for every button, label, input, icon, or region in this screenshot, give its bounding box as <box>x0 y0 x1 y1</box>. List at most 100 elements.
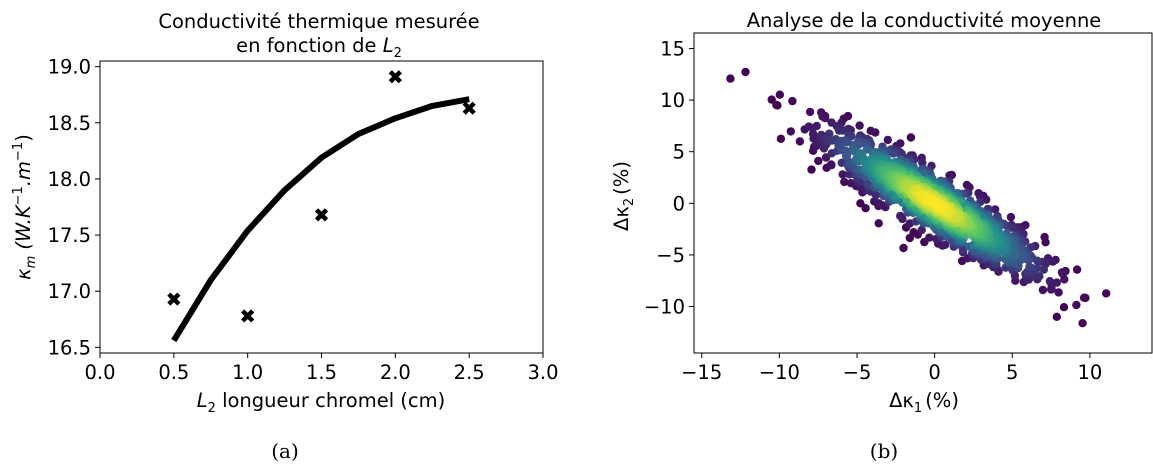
chart-b-ylabel: Δκ2(%) <box>610 161 637 231</box>
chart-b-point <box>741 67 750 77</box>
chart-b-point <box>906 133 916 142</box>
chart-b-point <box>1072 265 1082 274</box>
chart-b-point <box>775 90 784 99</box>
chart-b-plot-frame <box>693 32 1153 354</box>
chart-b-ytick-label: 15 <box>660 37 685 60</box>
chart-b-point <box>905 219 914 228</box>
chart-a-xtick-label: 0.0 <box>84 361 115 384</box>
chart-b-xtick-label: 0 <box>928 361 940 384</box>
chart-a-caption: (a) <box>271 439 299 463</box>
chart-b-point <box>1052 278 1062 287</box>
chart-b-point <box>991 205 1000 214</box>
chart-b-point <box>899 243 908 253</box>
chart-a-xtick-label: 3.0 <box>527 361 558 384</box>
chart-b-xlabel: Δκ1 (%) <box>889 389 959 416</box>
chart-b-point <box>1102 289 1111 298</box>
chart-b-point <box>814 156 823 166</box>
chart-b-point <box>871 190 881 200</box>
chart-b-point <box>842 151 852 160</box>
chart-b-point <box>930 198 939 207</box>
chart-b-point <box>812 121 821 131</box>
chart-b-point <box>726 74 735 83</box>
chart-b-point <box>824 129 834 139</box>
chart-b-xtick-label: 10 <box>1077 361 1102 384</box>
chart-b-point <box>896 211 905 221</box>
chart-b-point <box>795 137 805 146</box>
chart-a-ticks: 0.0 0.5 1.0 1.5 2.0 2.5 3.0 16.5 17.0 17.5 18.0 18.… <box>48 56 559 384</box>
chart-b-point <box>773 101 782 110</box>
chart-b-point <box>1035 272 1044 281</box>
chart-b-point <box>1041 238 1050 247</box>
chart-a-ylabel: κm(W.K−1.m−1) <box>11 134 39 280</box>
chart-b-point <box>856 199 865 208</box>
chart-a-title-line2: en fonction de L2 <box>236 34 402 61</box>
chart-b-point <box>807 165 816 174</box>
chart-a-ytick-label: 17.0 <box>48 280 91 303</box>
chart-b: Analyse de la conductivité moyenne −15 −1… <box>610 9 1153 463</box>
chart-b-point <box>788 96 797 106</box>
chart-b-point <box>1078 319 1087 328</box>
chart-a-fit-line <box>171 96 470 343</box>
chart-b-ytick-label: −5 <box>656 244 685 267</box>
chart-a-ytick-label: 16.5 <box>48 336 91 359</box>
chart-a-xtick-label: 1.0 <box>232 361 263 384</box>
chart-b-caption: (b) <box>870 439 898 463</box>
chart-a-title-line1: Conductivité thermique mesurée <box>158 10 479 33</box>
chart-b-point <box>767 95 776 104</box>
chart-b-xtick-label: 5 <box>1006 361 1018 384</box>
chart-b-point <box>1006 212 1016 222</box>
chart-b-point <box>1054 288 1063 297</box>
chart-b-point <box>1057 268 1067 277</box>
chart-a-xtick-label: 0.5 <box>158 361 189 384</box>
chart-b-point <box>1045 277 1055 286</box>
chart-b-point <box>925 233 934 242</box>
chart-b-point <box>837 158 846 167</box>
chart-b-point <box>1038 285 1048 295</box>
chart-a-point <box>167 292 181 306</box>
chart-b-point <box>1059 303 1069 312</box>
chart-b-xtick-label: −15 <box>681 361 722 384</box>
chart-a-ytick-label: 18.5 <box>48 112 91 135</box>
chart-b-point <box>840 177 849 187</box>
chart-b-ytick-label: 0 <box>673 192 685 215</box>
chart-b-ytick-label: −10 <box>644 296 685 319</box>
chart-b-point <box>1052 312 1062 321</box>
chart-a-ytick-label: 17.5 <box>48 224 91 247</box>
chart-a-plot-frame <box>99 60 544 354</box>
chart-b-point <box>843 137 852 147</box>
chart-b-point <box>838 170 847 179</box>
chart-a-ytick-label: 19.0 <box>48 56 91 79</box>
chart-a-xlabel: L2 longueur chromel (cm) <box>197 389 446 416</box>
chart-a-points <box>167 70 476 323</box>
chart-a-xtick-label: 1.5 <box>306 361 337 384</box>
chart-a-xtick-label: 2.0 <box>380 361 411 384</box>
chart-b-point <box>805 107 815 117</box>
chart-b-xtick-label: −10 <box>759 361 800 384</box>
chart-b-point <box>862 145 871 154</box>
chart-b-ytick-label: 5 <box>673 141 685 164</box>
chart-b-point <box>874 219 883 228</box>
chart-b-point <box>889 149 898 158</box>
chart-b-point <box>826 160 836 169</box>
chart-a-ytick-label: 18.0 <box>48 168 91 191</box>
chart-a-xtick-label: 2.5 <box>454 361 485 384</box>
chart-a-fit-curve <box>171 96 470 343</box>
chart-a: Conductivité thermique mesurée en foncti… <box>11 10 559 463</box>
chart-b-point <box>863 179 872 188</box>
chart-b-point <box>821 153 831 162</box>
chart-b-point <box>1079 293 1089 302</box>
chart-b-ticks: −15 −10 −5 0 5 10 −10 −5 0 5 10 15 <box>644 37 1102 384</box>
chart-a-point <box>314 208 329 222</box>
chart-b-point <box>1060 275 1069 284</box>
chart-b-point <box>855 121 864 130</box>
chart-b-point <box>941 240 950 249</box>
chart-b-title: Analyse de la conductivité moyenne <box>747 9 1102 32</box>
chart-b-point <box>866 126 875 135</box>
chart-b-point <box>834 126 844 135</box>
chart-b-point <box>883 135 892 145</box>
chart-b-point <box>776 134 786 143</box>
chart-b-point <box>1039 265 1049 274</box>
chart-b-ytick-label: 10 <box>660 89 685 112</box>
chart-b-point <box>821 113 830 123</box>
